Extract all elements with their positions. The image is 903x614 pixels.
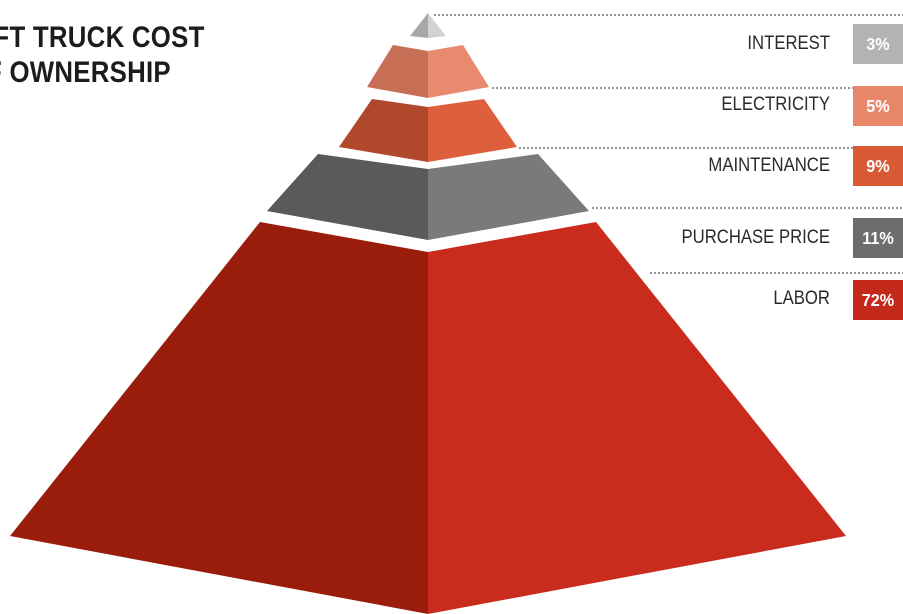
value-label-labor: 72%: [862, 290, 894, 310]
category-label-interest: INTEREST: [747, 32, 830, 53]
percent-badge-maintenance: [853, 146, 903, 186]
category-label-electricity: ELECTRICITY: [721, 93, 830, 114]
pyramid-tier-interest-right-face: [428, 13, 446, 38]
chart-title: IFT TRUCK COST F OWNERSHIP: [0, 20, 205, 90]
pyramid-tier-labor-left-face: [10, 222, 428, 614]
pyramid-tier-purchase-price: [267, 154, 589, 240]
pyramid-tier-electricity: [367, 45, 489, 98]
percent-badge-labor: [853, 280, 903, 320]
percent-badge-electricity: [853, 86, 903, 126]
pyramid-tier-purchase-price-left-face: [267, 154, 428, 240]
legend: INTEREST 3% ELECTRICITY 5% MAINTENANCE 9% PURC…: [434, 14, 903, 320]
value-label-interest: 3%: [866, 34, 889, 54]
pyramid-tier-labor: [10, 222, 846, 614]
pyramid-tier-interest-left-face: [410, 13, 428, 38]
legend-row-electricity: ELECTRICITY 5%: [492, 86, 903, 126]
legend-row-labor: LABOR 72%: [650, 272, 903, 320]
pyramid-tier-maintenance-left-face: [339, 99, 428, 162]
chart-title-line-2: F OWNERSHIP: [0, 56, 171, 89]
pyramid-tier-electricity-right-face: [428, 45, 489, 98]
pyramid-tier-maintenance: [339, 99, 517, 162]
pyramid-tier-labor-right-face: [428, 222, 846, 614]
legend-row-interest: INTEREST 3%: [434, 14, 903, 64]
pyramid-layers: [10, 13, 846, 614]
chart-title-line-1: IFT TRUCK COST: [0, 21, 205, 54]
pyramid-tier-interest: [410, 13, 446, 38]
category-label-labor: LABOR: [773, 287, 830, 308]
legend-row-maintenance: MAINTENANCE 9%: [519, 146, 903, 186]
pyramid-tier-purchase-price-right-face: [428, 154, 589, 240]
category-label-maintenance: MAINTENANCE: [708, 154, 830, 175]
pyramid-tier-electricity-left-face: [367, 45, 428, 98]
percent-badge-interest: [853, 24, 903, 64]
legend-row-purchase-price: PURCHASE PRICE 11%: [592, 207, 903, 258]
category-label-purchase-price: PURCHASE PRICE: [682, 226, 831, 247]
value-label-maintenance: 9%: [866, 156, 889, 176]
percent-badge-purchase-price: [853, 218, 903, 258]
value-label-electricity: 5%: [866, 96, 889, 116]
value-label-purchase-price: 11%: [862, 228, 894, 248]
pyramid-tier-maintenance-right-face: [428, 99, 517, 162]
